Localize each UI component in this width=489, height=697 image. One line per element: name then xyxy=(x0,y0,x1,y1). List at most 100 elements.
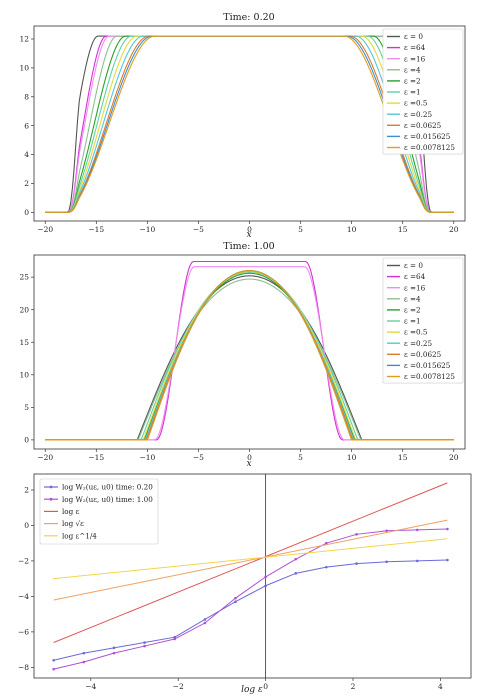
legend-box-a xyxy=(382,28,464,155)
series-line-b-10 xyxy=(45,270,454,441)
legend-label-a-5: ε =1 xyxy=(404,88,421,97)
y-tick-label-a-5: 10 xyxy=(19,63,29,72)
x-tick-label-b-4: 0 xyxy=(247,453,252,462)
data-point-c-0-1 xyxy=(82,651,86,655)
y-tick-label-c-5: 2 xyxy=(24,486,29,495)
x-tick-label-b-3: −5 xyxy=(193,453,204,462)
data-point-c-0-2 xyxy=(112,646,116,650)
x-axis-label-a: x xyxy=(246,230,251,240)
legend-label-a-6: ε =0.5 xyxy=(404,99,428,108)
series-line-c-4 xyxy=(53,538,448,580)
legend-label-b-10: ε =0.0078125 xyxy=(404,372,455,381)
x-tick-label-b-1: −15 xyxy=(88,453,104,462)
legend-label-b-3: ε =4 xyxy=(404,294,421,303)
data-point-c-0-9 xyxy=(325,565,328,569)
legend-box-c xyxy=(39,478,159,545)
x-tick-label-c-0: −4 xyxy=(85,682,96,691)
x-tick-label-b-8: 20 xyxy=(449,453,459,462)
y-tick-label-c-4: 0 xyxy=(24,521,29,530)
y-tick-label-b-1: 5 xyxy=(24,403,29,412)
y-tick-label-a-2: 4 xyxy=(24,150,29,159)
x-tick-label-b-2: −10 xyxy=(139,453,155,462)
data-point-c-0-7 xyxy=(264,584,267,588)
data-point-c-0-12 xyxy=(415,559,419,563)
x-tick-label-a-6: 10 xyxy=(347,225,357,234)
x-tick-label-a-4: 0 xyxy=(247,225,252,234)
legend-box-b xyxy=(382,257,464,384)
legend-label-a-1: ε =64 xyxy=(404,43,426,52)
data-point-c-0-11 xyxy=(385,560,388,564)
data-point-c-1-12 xyxy=(415,528,419,532)
y-tick-label-a-6: 12 xyxy=(19,35,29,44)
data-point-c-0-10 xyxy=(355,562,358,565)
y-ticks-b: 0 5 10 15 20 25 xyxy=(19,273,34,444)
x-tick-label-c-2: 0 xyxy=(263,682,268,691)
legend-label-a-8: ε =0.0625 xyxy=(404,121,442,130)
series-line-c-3 xyxy=(53,519,448,601)
y-tick-label-c-2: −4 xyxy=(18,592,29,601)
data-point-c-0-0 xyxy=(52,658,55,662)
panel-time-100: −20 −15 −10 −5 0 5 10 15 20 0 5 10 15 20 25 Time: 1.0… xyxy=(19,241,466,469)
data-point-c-0-8 xyxy=(294,572,298,575)
legend-label-c-4: log ε^1/4 xyxy=(62,531,97,540)
x-tick-label-b-5: 5 xyxy=(298,453,303,462)
legend-marker-c-1 xyxy=(49,497,53,501)
legend-label-c-1: log W₂(uε, u0) time: 1.00 xyxy=(62,495,153,504)
y-tick-label-a-0: 0 xyxy=(24,208,29,217)
data-point-c-1-6 xyxy=(234,596,237,600)
chart-title-a: Time: 0.20 xyxy=(223,12,274,23)
data-point-c-1-0 xyxy=(52,667,55,671)
legend-c: log W₂(uε, u0) time: 0.20 log W₂(uε, u0) … xyxy=(39,478,159,545)
x-axis-label-b: x xyxy=(246,459,251,469)
y-tick-label-b-5: 25 xyxy=(19,273,29,282)
x-tick-label-b-6: 10 xyxy=(347,453,357,462)
legend-label-a-10: ε =0.0078125 xyxy=(404,143,455,152)
legend-label-b-7: ε =0.25 xyxy=(404,339,432,348)
x-ticks-a: −20 −15 −10 −5 0 5 10 15 20 xyxy=(37,221,459,234)
x-tick-label-b-7: 15 xyxy=(398,453,408,462)
legend-marker-c-0 xyxy=(49,485,53,489)
y-tick-label-a-4: 8 xyxy=(24,92,29,101)
data-point-c-0-6 xyxy=(234,600,237,604)
y-tick-label-a-1: 2 xyxy=(24,179,29,188)
y-tick-label-b-0: 0 xyxy=(24,435,29,444)
y-tick-label-c-3: −2 xyxy=(18,557,29,566)
data-point-c-0-13 xyxy=(446,558,449,562)
data-point-c-1-4 xyxy=(173,637,177,641)
x-ticks-b: −20 −15 −10 −5 0 5 10 15 20 xyxy=(37,449,459,462)
legend-label-c-3: log √ε xyxy=(62,519,84,528)
x-tick-label-a-2: −10 xyxy=(139,225,155,234)
legend-label-a-4: ε =2 xyxy=(404,77,421,86)
data-point-c-0-5 xyxy=(203,618,207,621)
data-point-c-1-1 xyxy=(82,660,86,664)
x-tick-label-a-1: −15 xyxy=(88,225,104,234)
data-point-c-0-3 xyxy=(143,641,146,644)
series-line-c-0 xyxy=(53,559,448,661)
data-point-c-1-10 xyxy=(355,533,358,536)
y-tick-label-b-2: 10 xyxy=(19,370,29,379)
y-ticks-c: −8 −6 −4 −2 0 2 xyxy=(18,486,34,672)
x-tick-label-b-0: −20 xyxy=(37,453,53,462)
legend-label-b-6: ε =0.5 xyxy=(404,328,428,337)
legend-label-c-0: log W₂(uε, u0) time: 0.20 xyxy=(62,483,153,492)
x-ticks-c: −4 −2 0 2 4 xyxy=(85,678,443,691)
legend-label-a-0: ε = 0 xyxy=(404,32,423,41)
legend-label-a-3: ε =4 xyxy=(404,65,421,74)
x-tick-label-c-4: 4 xyxy=(438,682,443,691)
data-point-c-1-7 xyxy=(264,575,267,579)
y-tick-label-b-3: 15 xyxy=(19,338,29,347)
data-point-c-1-9 xyxy=(325,541,328,545)
x-tick-label-a-3: −5 xyxy=(193,225,204,234)
y-ticks-a: 0 2 4 6 8 10 12 xyxy=(19,35,34,217)
legend-label-a-9: ε =0.015625 xyxy=(404,132,451,141)
legend-label-b-9: ε =0.015625 xyxy=(404,361,451,370)
data-point-c-1-13 xyxy=(446,527,449,531)
x-tick-label-c-1: −2 xyxy=(173,682,184,691)
x-tick-label-a-5: 5 xyxy=(298,225,303,234)
legend-label-b-8: ε =0.0625 xyxy=(404,350,442,359)
legend-b: ε = 0 ε =64 ε =16 ε =4 ε =2 ε =1 ε =0.5 ε =0.25… xyxy=(382,257,464,384)
y-tick-label-c-1: −6 xyxy=(18,627,29,636)
legend-a: ε = 0 ε =64 ε =16 ε =4 ε =2 ε =1 ε =0.5 ε =0.25… xyxy=(382,28,464,155)
chart-title-b: Time: 1.00 xyxy=(223,241,274,252)
